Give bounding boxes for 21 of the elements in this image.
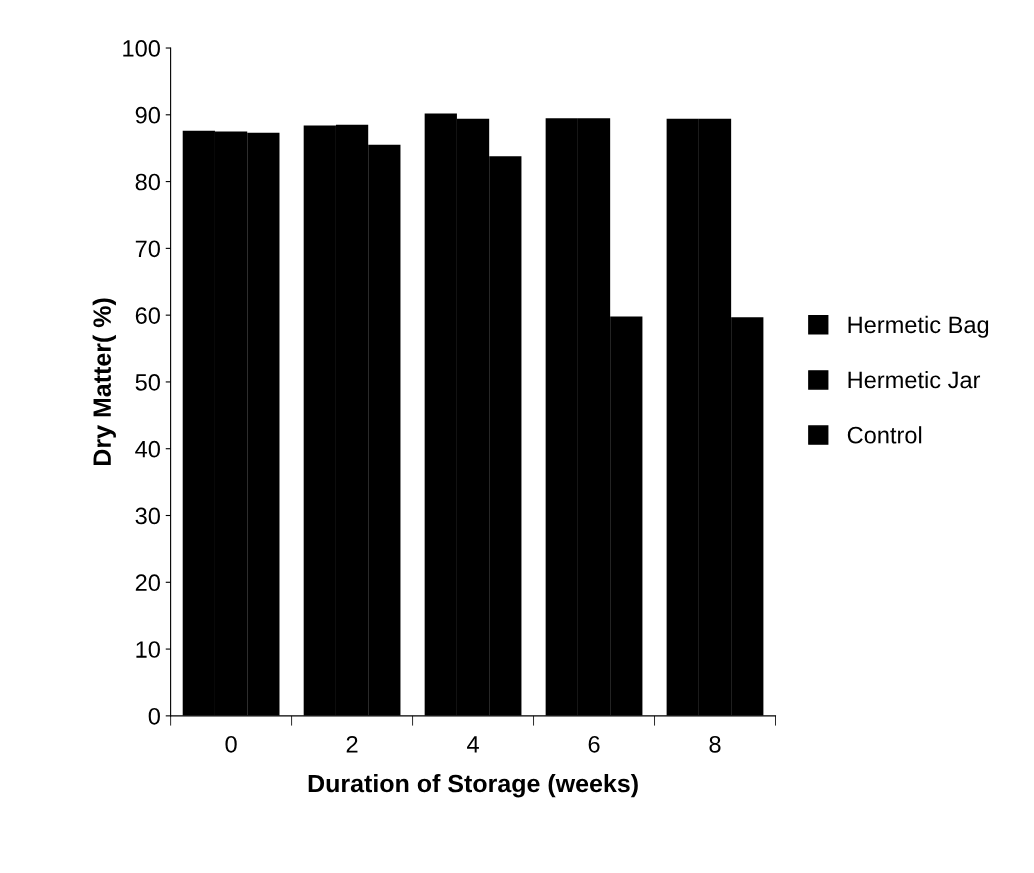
x-tick-label: 6 (588, 735, 600, 753)
y-tick-label: 0 (148, 707, 160, 725)
y-tick-label: 20 (135, 574, 160, 592)
y-tick-label: 70 (135, 240, 160, 258)
y-tick-label: 40 (135, 440, 160, 458)
y-tick-label: 30 (135, 507, 160, 525)
y-tick-label: 100 (123, 40, 160, 57)
y-tick-label: 90 (135, 106, 160, 124)
y-tick-label: 80 (135, 173, 160, 191)
x-tick-label: 8 (709, 735, 721, 753)
x-tick-label: 0 (225, 735, 237, 753)
y-axis-title: Dry Matter( %) (92, 298, 116, 465)
y-tick-label: 10 (136, 641, 160, 658)
x-axis-title: Duration of Storage (weeks) (308, 773, 638, 798)
legend-label: Control (847, 426, 922, 444)
y-tick-label: 60 (135, 307, 160, 324)
legend-label: Hermetic Jar (848, 371, 981, 389)
x-tick-label: 2 (346, 735, 358, 753)
y-tick-label: 50 (135, 374, 160, 391)
x-tick-label: 4 (467, 736, 479, 753)
legend-label: Hermetic Bag (848, 315, 989, 338)
